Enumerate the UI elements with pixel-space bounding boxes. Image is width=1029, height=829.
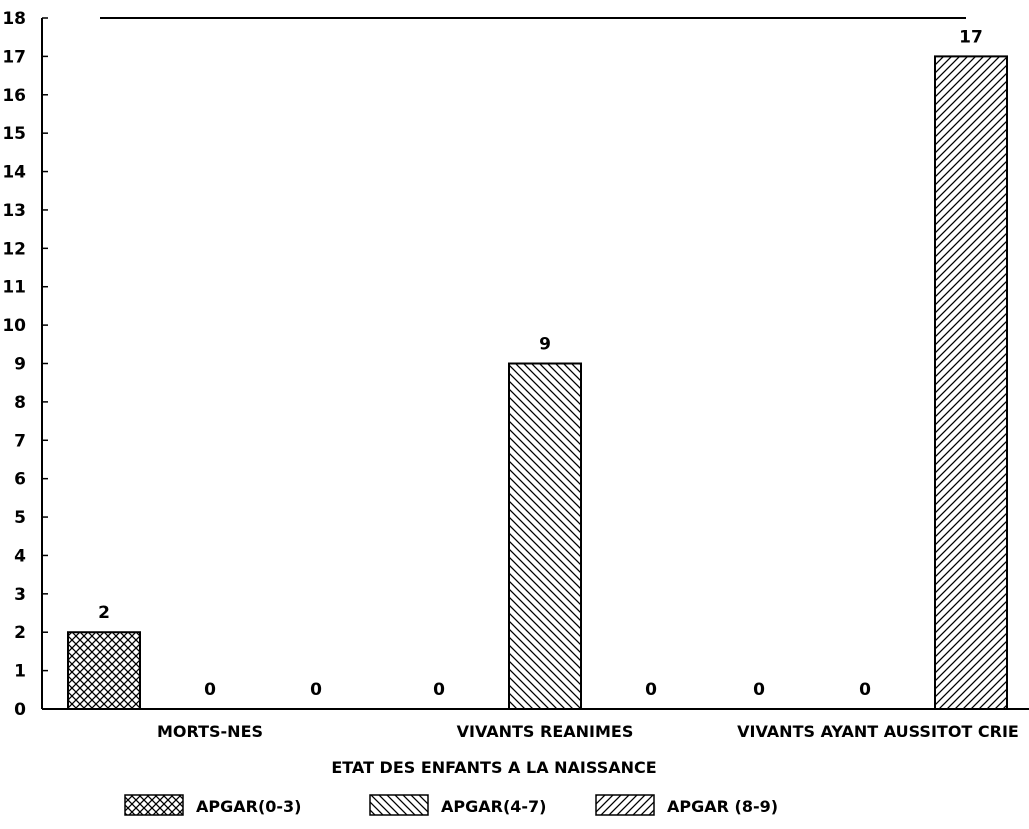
data-label: 0 bbox=[433, 680, 445, 700]
x-axis-title: ETAT DES ENFANTS A LA NAISSANCE bbox=[331, 758, 656, 777]
y-tick-label: 4 bbox=[14, 546, 26, 566]
data-label: 2 bbox=[98, 603, 110, 623]
category-labels: MORTS-NES VIVANTS REANIMES VIVANTS AYANT A… bbox=[157, 722, 1019, 741]
category-label: VIVANTS REANIMES bbox=[457, 722, 634, 741]
y-tick-label: 14 bbox=[2, 163, 26, 183]
legend-swatch bbox=[369, 794, 429, 816]
data-label: 0 bbox=[753, 680, 765, 700]
legend-label: APGAR(4-7) bbox=[441, 797, 546, 816]
y-tick-label: 7 bbox=[14, 431, 26, 451]
data-label: 0 bbox=[645, 680, 657, 700]
y-tick-label: 9 bbox=[14, 355, 26, 375]
y-tick-label: 13 bbox=[2, 201, 26, 221]
data-label: 17 bbox=[959, 27, 983, 47]
category-label: VIVANTS AYANT AUSSITOT CRIE bbox=[737, 722, 1019, 741]
value-labels: 2 0 0 0 9 0 0 0 17 bbox=[98, 27, 983, 700]
data-label: 9 bbox=[539, 335, 551, 355]
bar bbox=[67, 631, 141, 711]
y-tick-label: 3 bbox=[14, 585, 26, 605]
y-tick-label: 16 bbox=[2, 86, 26, 106]
legend: APGAR(0-3) APGAR(4-7) APGAR (8-9) bbox=[124, 794, 778, 816]
y-tick-label: 17 bbox=[2, 47, 26, 67]
category-label: MORTS-NES bbox=[157, 722, 263, 741]
y-tick-label: 8 bbox=[14, 393, 26, 413]
y-tick-label: 2 bbox=[14, 623, 26, 643]
y-tick-label: 5 bbox=[14, 508, 26, 528]
data-label: 0 bbox=[204, 680, 216, 700]
y-tick-label: 12 bbox=[2, 239, 26, 259]
data-label: 0 bbox=[859, 680, 871, 700]
y-tick-label: 0 bbox=[14, 700, 26, 720]
legend-label: APGAR(0-3) bbox=[196, 797, 301, 816]
bar bbox=[934, 55, 1008, 710]
bars bbox=[67, 55, 1008, 711]
y-tick-label: 18 bbox=[2, 9, 26, 29]
legend-swatch bbox=[124, 794, 184, 816]
y-tick-label: 11 bbox=[2, 278, 26, 298]
y-tick-label: 10 bbox=[2, 316, 26, 336]
bar bbox=[508, 362, 582, 710]
legend-label: APGAR (8-9) bbox=[667, 797, 778, 816]
y-tick-label: 1 bbox=[14, 662, 26, 682]
y-tick-label: 6 bbox=[14, 470, 26, 490]
y-tick-label: 15 bbox=[2, 124, 26, 144]
legend-swatch bbox=[595, 794, 655, 816]
data-label: 0 bbox=[310, 680, 322, 700]
